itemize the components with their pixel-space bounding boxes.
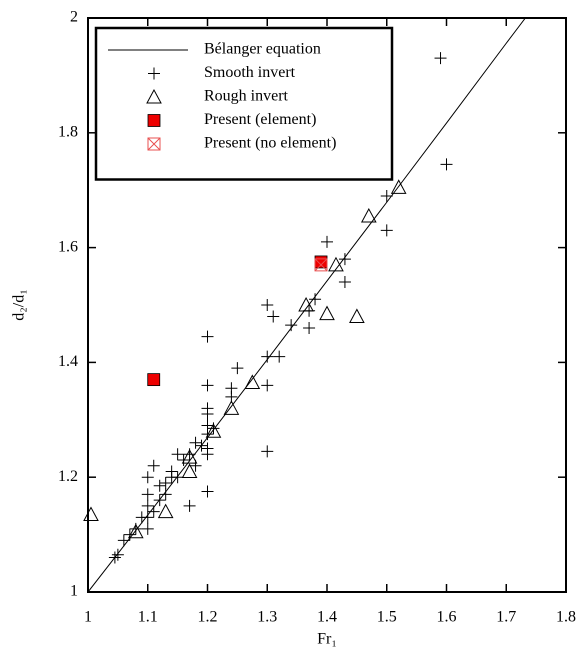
- plus-marker: [108, 551, 121, 564]
- y-tick-label: 1: [70, 583, 78, 600]
- plus-marker: [321, 235, 333, 248]
- plus-marker: [147, 459, 160, 472]
- triangle-marker: [360, 207, 377, 223]
- y-tick-label: 1.2: [58, 468, 78, 485]
- y-tick-label: 1.8: [58, 123, 78, 140]
- legend-label: Present (no element): [204, 135, 336, 152]
- belanger-line: [88, 18, 526, 592]
- plus-marker: [285, 319, 298, 332]
- triangle-marker: [319, 305, 335, 321]
- legend-label: Bélanger equation: [204, 41, 321, 58]
- x-tick-label: 1.5: [377, 609, 397, 626]
- plus-marker: [273, 350, 286, 363]
- x-tick-label: 1.4: [317, 609, 337, 626]
- triangle-marker: [328, 256, 344, 272]
- square-marker: [314, 255, 328, 269]
- plus-marker: [123, 528, 136, 541]
- y-axis-label: d₂/d₁: [11, 289, 28, 321]
- plus-marker: [135, 511, 148, 524]
- plus-marker: [153, 479, 166, 492]
- plus-marker: [177, 453, 190, 466]
- plot-area: [88, 18, 526, 592]
- plus-marker: [309, 293, 322, 306]
- plus-marker: [141, 522, 154, 535]
- triangle-marker: [83, 506, 99, 522]
- plus-marker: [434, 52, 447, 65]
- plus-marker: [261, 299, 274, 311]
- square-marker: [147, 114, 161, 127]
- triangle-marker: [390, 179, 407, 194]
- x-tick-label: 1: [84, 609, 92, 626]
- plus-marker: [141, 499, 154, 512]
- x-tick-label: 1.6: [437, 609, 457, 626]
- x-tick-label: 1.8: [556, 609, 576, 626]
- plus-marker: [159, 476, 172, 489]
- plus-marker: [171, 471, 184, 484]
- plus-marker: [261, 350, 274, 363]
- plus-marker: [380, 224, 393, 237]
- x-tick-label: 1.3: [257, 609, 277, 626]
- plus-marker: [231, 362, 244, 375]
- plus-marker: [183, 499, 196, 512]
- y-tick-label: 2: [70, 9, 78, 26]
- plus-marker: [171, 448, 184, 461]
- plus-marker: [189, 436, 202, 449]
- square-marker: [147, 373, 161, 387]
- x-tick-label: 1.7: [496, 609, 516, 626]
- plus-marker: [201, 330, 214, 343]
- x-axis-label: Fr₁: [317, 631, 337, 648]
- plus-marker: [201, 428, 214, 441]
- crossed-square-marker: [147, 137, 161, 151]
- plus-marker: [117, 534, 130, 547]
- plus-marker: [380, 189, 393, 202]
- plus-marker: [267, 310, 280, 323]
- plus-marker: [165, 465, 178, 478]
- crossed-square-marker: [314, 258, 328, 272]
- plus-marker: [201, 379, 214, 392]
- plus-marker: [261, 379, 274, 392]
- triangle-marker: [349, 308, 365, 323]
- x-tick-label: 1.2: [198, 609, 218, 626]
- plus-marker: [201, 485, 214, 498]
- legend-label: Smooth invert: [204, 64, 296, 81]
- legend: Bélanger equation Smooth invert Rough inve…: [94, 26, 394, 181]
- x-tick-label: 1.1: [138, 609, 158, 626]
- triangle-marker: [298, 296, 314, 312]
- plus-marker: [141, 471, 154, 484]
- plus-marker: [141, 488, 154, 501]
- legend-box: [94, 26, 394, 181]
- plus-marker: [338, 253, 351, 266]
- plus-marker: [201, 408, 214, 421]
- triangle-marker: [181, 449, 198, 464]
- plus-marker: [201, 448, 214, 461]
- triangle-marker: [223, 400, 240, 415]
- y-tick-label: 1.6: [58, 238, 78, 255]
- plus-marker: [147, 505, 160, 518]
- plus-marker: [195, 439, 208, 452]
- triangle-marker: [146, 88, 162, 104]
- plus-marker: [153, 494, 166, 507]
- plus-marker: [338, 276, 351, 289]
- plus-marker: [148, 67, 160, 80]
- plus-marker: [159, 488, 172, 501]
- triangle-marker: [157, 503, 174, 519]
- triangle-marker: [244, 374, 261, 389]
- plus-marker: [261, 445, 274, 458]
- triangle-marker: [127, 523, 144, 539]
- legend-label: Present (element): [204, 111, 316, 128]
- y-tick-label: 1.4: [58, 353, 78, 370]
- plot-frame: [87, 17, 567, 593]
- plus-marker: [303, 321, 316, 334]
- plus-marker: [111, 548, 124, 561]
- legend-label: Rough invert: [204, 88, 289, 105]
- triangle-marker: [181, 463, 198, 478]
- triangle-marker: [205, 423, 222, 438]
- plus-marker: [440, 158, 453, 171]
